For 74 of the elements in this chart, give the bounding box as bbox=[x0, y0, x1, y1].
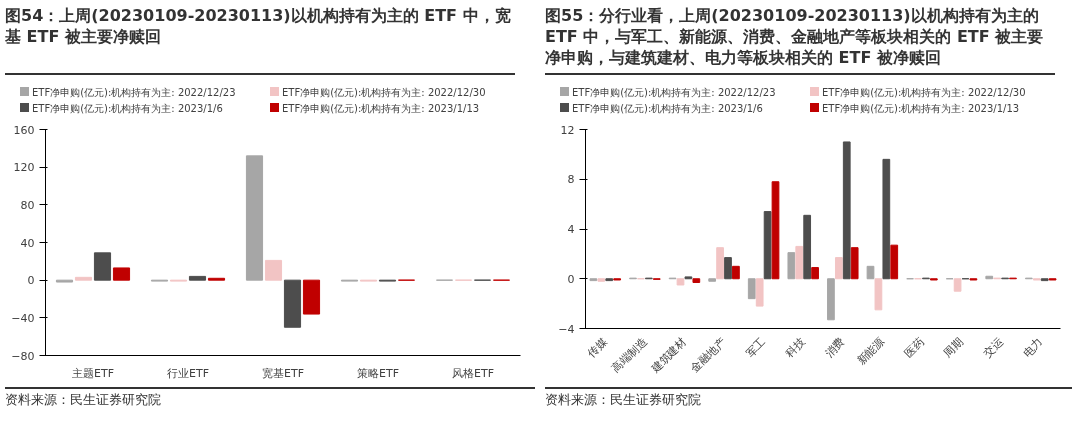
x-tick-label: 行业ETF bbox=[167, 366, 209, 380]
x-tick-label: 宽基ETF bbox=[262, 366, 304, 380]
bar bbox=[716, 247, 724, 280]
y-tick-label: 12 bbox=[560, 123, 575, 137]
bar bbox=[890, 244, 899, 280]
legend-label: ETF净申购(亿元):机构持有为主: 2022/12/30 bbox=[821, 86, 1027, 100]
bar bbox=[795, 245, 804, 280]
bar bbox=[692, 278, 701, 283]
bar bbox=[264, 259, 283, 281]
legend-label: ETF净申购(亿元):机构持有为主: 2022/12/23 bbox=[571, 86, 777, 100]
bar bbox=[771, 181, 780, 280]
x-tick-label: 主题ETF bbox=[72, 366, 114, 380]
chart-title: 图55：分行业看，上周(20230109-20230113)以机构持有为主的 ETF 中，与军工、新能源、消费、金融地产等板块相关的 ETF 被主要净申购，与建筑建材、电力等板块相关的 ETF 被净赎回 bbox=[545, 5, 1045, 68]
bar bbox=[188, 275, 207, 281]
y-tick-label: −80 bbox=[11, 349, 35, 363]
bar bbox=[842, 141, 851, 280]
y-tick-label: 4 bbox=[567, 223, 575, 236]
chart-title: 图54：上周(20230109-20230113)以机构持有为主的 ETF 中，宽基 ETF 被主要净赎回 bbox=[5, 5, 512, 47]
x-tick-label: 新能源 bbox=[854, 334, 887, 368]
x-tick-label: 电力 bbox=[1020, 334, 1046, 360]
bar bbox=[850, 247, 859, 280]
y-tick-label: 160 bbox=[13, 123, 35, 137]
legend-label: ETF净申购(亿元):机构持有为主: 2023/1/13 bbox=[821, 102, 1021, 116]
bar bbox=[724, 257, 732, 280]
bar bbox=[245, 155, 264, 281]
y-tick-label: 40 bbox=[20, 236, 35, 250]
x-tick-label: 策略ETF bbox=[357, 366, 399, 380]
bar bbox=[834, 257, 843, 280]
x-tick-label: 周期 bbox=[941, 334, 967, 360]
x-tick-label: 交运 bbox=[980, 334, 1006, 360]
bar bbox=[985, 275, 994, 280]
bar bbox=[676, 278, 685, 286]
bar bbox=[708, 278, 717, 282]
bar bbox=[732, 265, 740, 280]
x-tick-label: 科技 bbox=[783, 334, 808, 360]
text: 资料来源：民生证券研究院 bbox=[545, 391, 701, 409]
legend-label: ETF净申购(亿元):机构持有为主: 2022/12/23 bbox=[31, 86, 237, 100]
bar bbox=[763, 211, 772, 280]
bar bbox=[803, 214, 812, 280]
x-tick-label: 消费 bbox=[822, 334, 848, 360]
y-tick-label: −40 bbox=[11, 311, 35, 325]
y-tick-label: 0 bbox=[27, 274, 35, 288]
x-tick-label: 风格ETF bbox=[452, 366, 494, 380]
y-tick-label: 120 bbox=[13, 161, 35, 175]
y-tick-label: 0 bbox=[567, 272, 575, 286]
bar bbox=[112, 267, 131, 281]
bar bbox=[74, 276, 93, 281]
bar bbox=[953, 278, 962, 292]
bar bbox=[874, 278, 883, 311]
x-tick-label: 军工 bbox=[743, 334, 769, 360]
bar bbox=[787, 252, 796, 280]
y-tick-label: 8 bbox=[567, 173, 575, 187]
y-tick-label: 80 bbox=[20, 198, 35, 212]
legend-label: ETF净申购(亿元):机构持有为主: 2023/1/6 bbox=[571, 102, 764, 116]
y-tick-label: −4 bbox=[558, 322, 575, 336]
x-tick-label: 金融地产 bbox=[688, 334, 729, 376]
legend-label: ETF净申购(亿元):机构持有为主: 2023/1/13 bbox=[281, 102, 481, 116]
bar bbox=[283, 279, 302, 328]
bar bbox=[811, 267, 819, 280]
text: 资料来源：民生证券研究院 bbox=[5, 391, 161, 409]
x-tick-label: 医药 bbox=[901, 334, 927, 360]
bar bbox=[827, 278, 835, 321]
bar bbox=[882, 158, 891, 280]
bar bbox=[597, 278, 606, 282]
x-tick-label: 高端制造 bbox=[609, 334, 650, 376]
x-tick-label: 建筑建材 bbox=[648, 334, 690, 376]
bar bbox=[755, 278, 764, 307]
bar bbox=[302, 279, 321, 315]
x-tick-label: 传媒 bbox=[585, 334, 610, 360]
bar bbox=[93, 252, 112, 281]
legend-label: ETF净申购(亿元):机构持有为主: 2022/12/30 bbox=[281, 86, 487, 100]
bar bbox=[866, 265, 875, 280]
legend-label: ETF净申购(亿元):机构持有为主: 2023/1/6 bbox=[31, 102, 224, 116]
bar bbox=[747, 278, 756, 300]
